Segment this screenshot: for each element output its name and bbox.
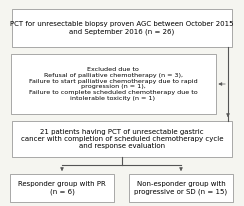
Bar [12,121,232,157]
Bar [10,54,215,114]
Bar [10,174,114,202]
Text: 21 patients having PCT of unresectable gastric
cancer with completion of schedul: 21 patients having PCT of unresectable g… [21,129,223,149]
Text: PCT for unresectable biopsy proven AGC between October 2015
and September 2016 (: PCT for unresectable biopsy proven AGC b… [10,21,234,35]
Bar [129,174,233,202]
Bar [12,9,232,47]
Text: Responder group with PR
(n = 6): Responder group with PR (n = 6) [18,181,106,195]
Text: Excluded due to
Refusal of palliative chemotherapy (n = 3),
Failure to start pal: Excluded due to Refusal of palliative ch… [29,67,197,101]
Text: Non-esponder group with
progressive or SD (n = 15): Non-esponder group with progressive or S… [134,181,228,195]
